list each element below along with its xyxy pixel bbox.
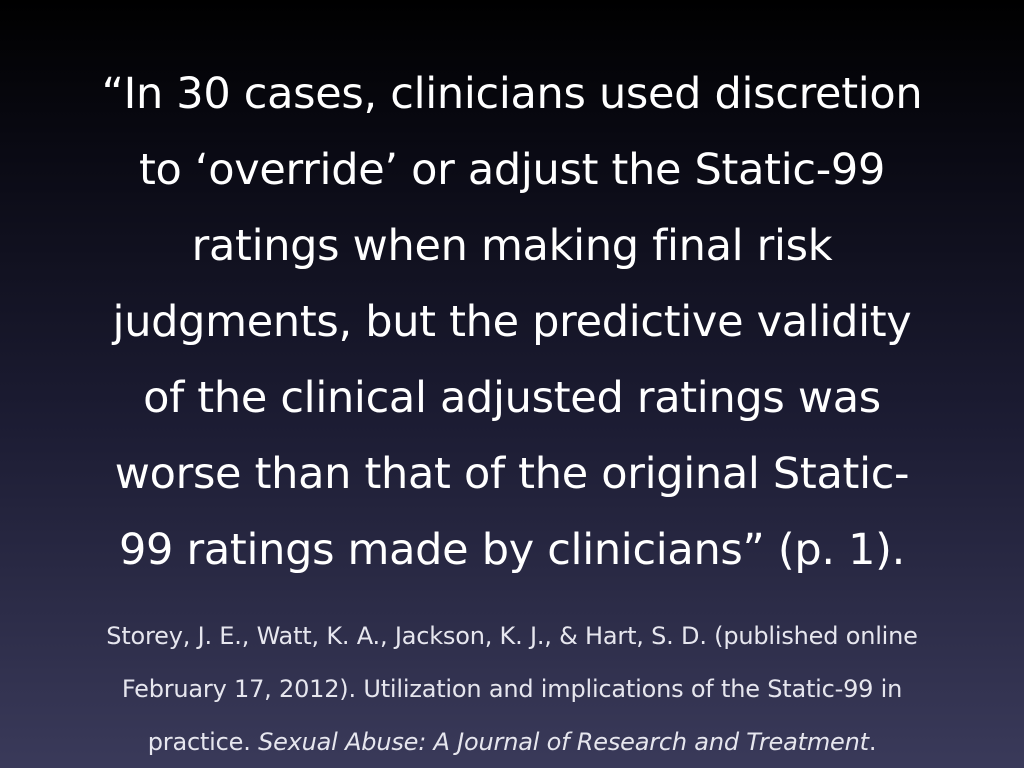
citation-suffix: . [868, 728, 877, 756]
quote-line: “In 30 cases, clinicians used discretion [101, 69, 923, 119]
quote-line: 99 ratings made by clinicians” (p. 1). [119, 525, 905, 575]
citation-line: Storey, J. E., Watt, K. A., Jackson, K. … [106, 622, 918, 650]
quote-line: worse than that of the original Static- [114, 449, 910, 499]
quote-line: ratings when making final risk [191, 221, 833, 271]
citation-line: February 17, 2012). Utilization and impl… [121, 675, 903, 703]
quote-line: judgments, but the predictive validity [112, 297, 912, 347]
citation-prefix: practice. [147, 728, 259, 756]
citation-line: practice. Sexual Abuse: A Journal of Res… [18, 716, 1006, 768]
citation: Storey, J. E., Watt, K. A., Jackson, K. … [18, 610, 1006, 768]
journal-title: Sexual Abuse: A Journal of Research and … [258, 728, 869, 756]
quote-line: of the clinical adjusted ratings was [143, 373, 881, 423]
quote-line: to ‘override’ or adjust the Static-99 [138, 145, 886, 195]
quote-text: “In 30 cases, clinicians used discretion… [18, 56, 1006, 588]
